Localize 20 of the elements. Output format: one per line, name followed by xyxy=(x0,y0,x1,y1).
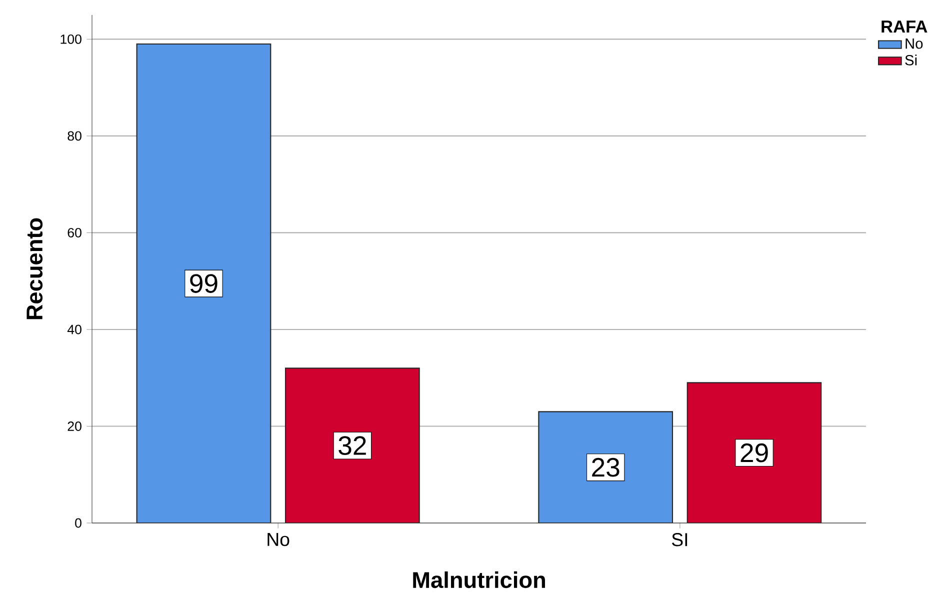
y-tick-label: 0 xyxy=(75,518,82,528)
legend-label: Si xyxy=(905,54,917,66)
data-label: 99 xyxy=(190,274,218,293)
y-tick-label: 100 xyxy=(60,34,82,44)
y-axis-title: Recuento xyxy=(26,218,43,320)
bar xyxy=(538,411,674,523)
bar xyxy=(136,43,272,523)
y-tick-label: 80 xyxy=(68,131,82,141)
y-tick-label: 40 xyxy=(67,324,82,334)
x-axis-title: Malnutricion xyxy=(413,571,545,588)
legend-title: RAFA xyxy=(882,20,928,33)
x-tick-label: SI xyxy=(672,533,688,546)
y-tick-label: 20 xyxy=(68,422,82,431)
y-tick-label: 60 xyxy=(68,228,82,238)
data-label: 32 xyxy=(338,436,366,456)
bar xyxy=(284,368,420,523)
bar xyxy=(686,382,822,523)
data-label: 29 xyxy=(740,443,768,462)
data-label: 23 xyxy=(592,458,620,477)
legend-label: No xyxy=(906,38,923,49)
